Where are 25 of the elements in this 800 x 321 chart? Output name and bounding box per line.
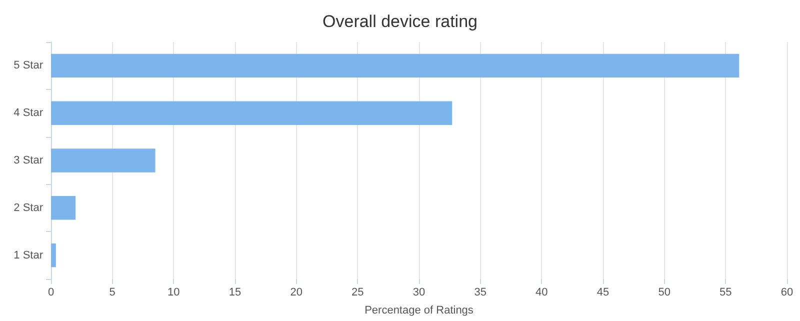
x-tick-label: 0	[48, 286, 54, 298]
y-tick-label: 1 Star	[14, 249, 44, 262]
x-tick-label: 55	[720, 286, 732, 298]
bar	[51, 101, 452, 125]
x-tick-label: 40	[536, 286, 548, 298]
x-tick-label: 45	[596, 286, 610, 298]
x-axis-title: Percentage of Ratings	[364, 304, 474, 316]
y-tick-label: 4 Star	[14, 107, 44, 120]
bar	[51, 148, 156, 172]
x-tick-label: 50	[658, 286, 670, 298]
x-tick-label: 60	[780, 286, 794, 298]
bar	[51, 243, 56, 268]
x-tick-label: 15	[228, 286, 242, 298]
y-tick-label: 3 Star	[14, 154, 44, 166]
bar	[51, 196, 76, 220]
chart-title: Overall device rating	[322, 12, 478, 31]
x-tick-label: 20	[290, 286, 302, 298]
x-tick-label: 30	[412, 286, 426, 298]
bar	[51, 54, 740, 78]
x-tick-label: 35	[474, 286, 486, 298]
y-tick-label: 5 Star	[14, 60, 44, 72]
y-tick-label: 2 Star	[14, 202, 44, 214]
x-tick-label: 25	[352, 286, 364, 298]
x-tick-label: 10	[168, 286, 180, 298]
x-tick-label: 5	[109, 286, 116, 298]
